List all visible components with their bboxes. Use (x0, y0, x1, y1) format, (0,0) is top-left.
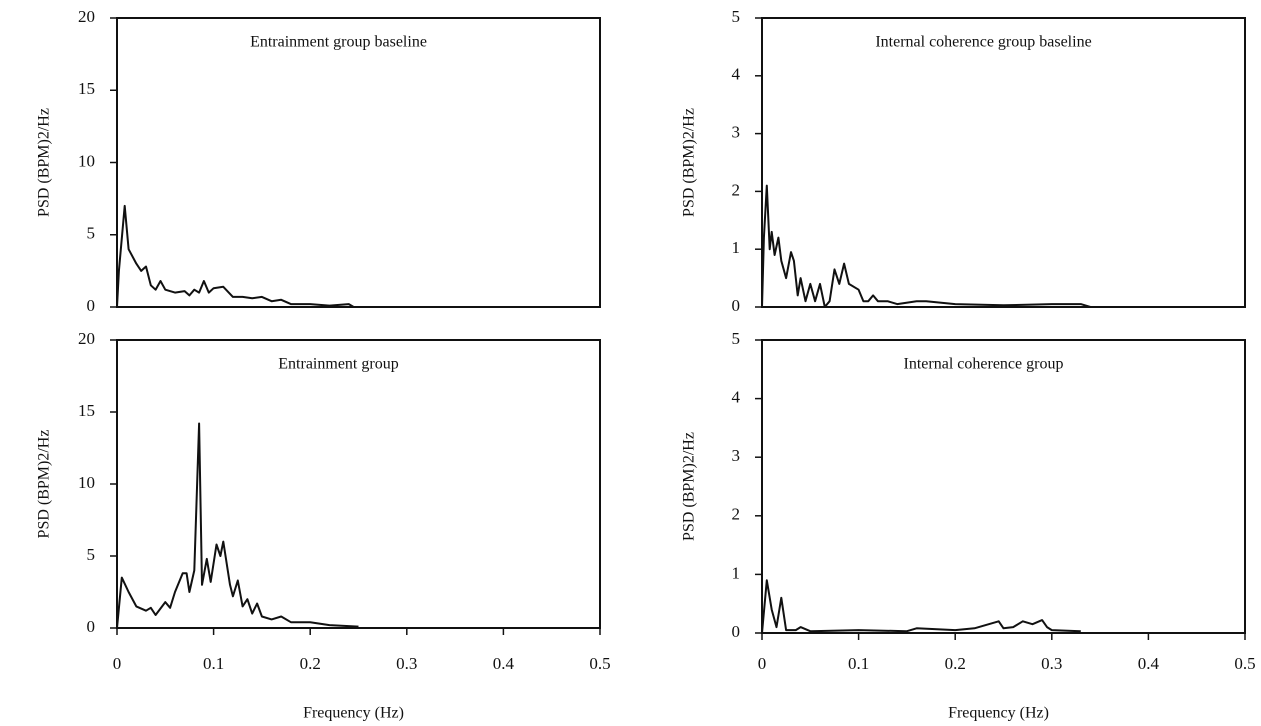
x-tick-label: 0.1 (848, 654, 869, 673)
y-tick-label: 5 (87, 545, 96, 564)
y-tick-label: 1 (732, 563, 741, 582)
y-tick-label: 10 (78, 151, 95, 170)
x-tick-label: 0 (113, 654, 122, 673)
y-tick-label: 15 (78, 401, 95, 420)
x-tick-label: 0.5 (1234, 654, 1255, 673)
x-axis-label: Frequency (Hz) (948, 705, 1049, 722)
x-tick-label: 0.2 (945, 654, 966, 673)
x-tick-label: 0.3 (1041, 654, 1062, 673)
x-axis-label: Frequency (Hz) (303, 705, 404, 722)
psd-line (116, 422, 359, 629)
y-tick-label: 0 (732, 622, 741, 641)
x-tick-label: 0.1 (203, 654, 224, 673)
y-tick-label: 10 (78, 473, 95, 492)
y-tick-label: 5 (87, 224, 96, 243)
y-axis-label: PSD (BPM)2/Hz (681, 108, 698, 217)
psd-line (761, 184, 1091, 308)
y-tick-label: 0 (87, 296, 96, 315)
y-tick-label: 2 (732, 180, 741, 199)
y-tick-label: 4 (732, 65, 741, 84)
panel-title: Entrainment group baseline (250, 34, 427, 51)
panel-title: Entrainment group (278, 356, 398, 373)
y-tick-label: 0 (87, 617, 96, 636)
plot-frame (761, 17, 1246, 308)
y-tick-label: 20 (78, 329, 95, 348)
y-axis-label: PSD (BPM)2/Hz (681, 432, 698, 541)
panel-title: Internal coherence group baseline (875, 34, 1091, 51)
psd-line (761, 579, 1081, 634)
y-tick-label: 15 (78, 79, 95, 98)
x-tick-label: 0.4 (493, 654, 515, 673)
y-tick-label: 5 (732, 7, 741, 26)
plot-frame (116, 17, 601, 308)
y-tick-label: 4 (732, 388, 741, 407)
y-tick-label: 5 (732, 329, 741, 348)
x-tick-label: 0.2 (300, 654, 321, 673)
y-axis-label: PSD (BPM)2/Hz (36, 108, 53, 217)
x-tick-label: 0 (758, 654, 767, 673)
x-tick-label: 0.4 (1138, 654, 1160, 673)
plot-frame (761, 339, 1246, 634)
panel-title: Internal coherence group (904, 356, 1064, 373)
y-tick-label: 3 (732, 123, 741, 142)
y-tick-label: 20 (78, 7, 95, 26)
plot-frame (116, 339, 601, 629)
y-tick-label: 3 (732, 446, 741, 465)
y-tick-label: 0 (732, 296, 741, 315)
y-tick-label: 2 (732, 505, 741, 524)
y-tick-label: 1 (732, 238, 741, 257)
x-tick-label: 0.3 (396, 654, 417, 673)
x-tick-label: 0.5 (589, 654, 610, 673)
psd-line (116, 204, 355, 308)
y-axis-label: PSD (BPM)2/Hz (36, 430, 53, 539)
